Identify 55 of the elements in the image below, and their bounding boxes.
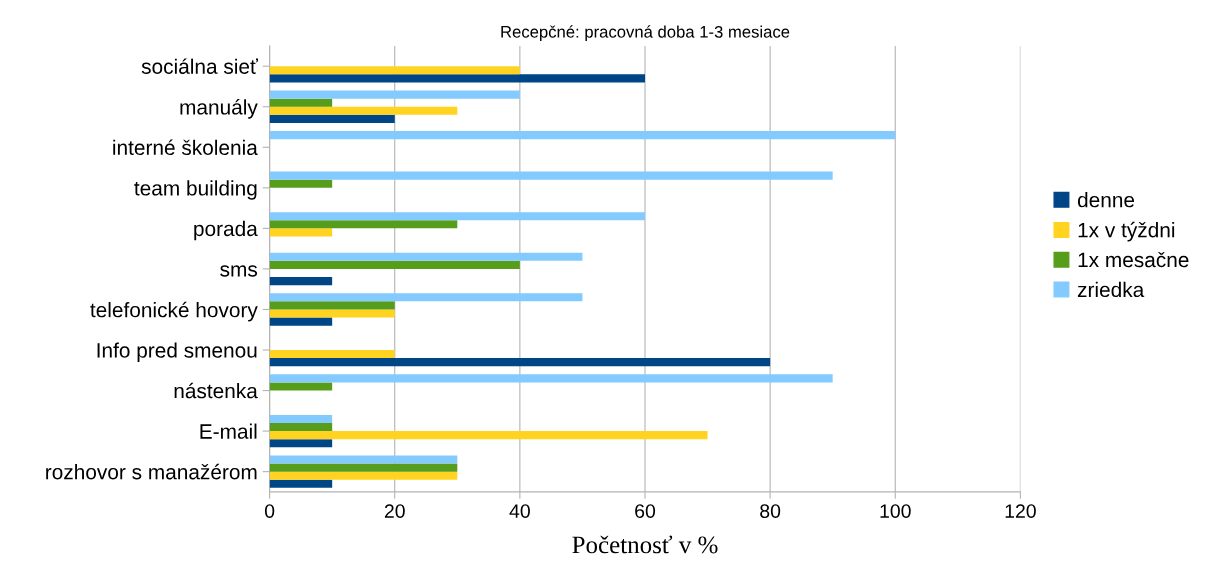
bar <box>269 374 833 383</box>
bar <box>269 301 395 310</box>
bar <box>269 220 458 229</box>
x-tick-label: 80 <box>760 504 781 519</box>
bar <box>269 455 458 464</box>
bar <box>269 317 333 326</box>
legend-label: 1x v týždni <box>1078 221 1175 242</box>
bar <box>269 114 395 123</box>
bar <box>269 179 333 188</box>
bar <box>269 293 583 302</box>
legend-label: 1x mesačne <box>1078 251 1189 268</box>
bar <box>269 90 520 99</box>
bar <box>269 439 333 448</box>
y-tick-label: porada <box>194 220 258 241</box>
bar <box>269 106 458 115</box>
y-tick-label: telefonické hovory <box>90 301 258 322</box>
legend-label: denne <box>1077 192 1135 208</box>
y-tick-label: team building <box>134 180 257 200</box>
x-tick-label: 40 <box>509 504 530 519</box>
x-axis-title: Početnosť v % <box>572 535 718 554</box>
y-tick-label: manuály <box>180 99 258 119</box>
bar <box>269 66 520 75</box>
y-tick-label: nástenka <box>174 382 258 399</box>
bar <box>269 382 333 391</box>
bar <box>269 260 520 269</box>
bar <box>269 277 333 286</box>
bar <box>269 252 583 261</box>
bar <box>269 463 458 472</box>
bar <box>269 228 333 237</box>
x-tick-label: 20 <box>384 504 405 519</box>
y-tick-label: interné školenia <box>113 139 258 156</box>
y-tick-label: Info pred smenou <box>97 342 257 362</box>
y-tick-label: E-mail <box>200 423 257 439</box>
bar <box>269 171 833 180</box>
bar <box>269 74 645 83</box>
bar <box>269 98 333 107</box>
x-tick-label: 120 <box>1005 504 1036 519</box>
legend-label: zriedka <box>1077 281 1145 298</box>
bar <box>269 358 771 367</box>
bar <box>269 414 333 423</box>
x-tick-label: 0 <box>264 504 275 519</box>
bar <box>269 422 333 432</box>
bar <box>269 309 395 318</box>
x-tick-label: 100 <box>880 504 911 519</box>
bar <box>269 471 458 480</box>
chart-title: Recepčné: pracovná doba 1-3 mesiace <box>501 25 790 42</box>
bar <box>269 131 896 140</box>
y-tick-label: sociálna sieť <box>141 58 258 74</box>
bar <box>269 212 645 221</box>
bar <box>269 431 708 440</box>
y-tick-label: rozhovor s manažérom <box>46 463 257 480</box>
y-tick-label: sms <box>220 265 258 277</box>
x-tick-label: 60 <box>635 504 656 519</box>
bar <box>269 350 395 359</box>
bar <box>269 479 333 488</box>
